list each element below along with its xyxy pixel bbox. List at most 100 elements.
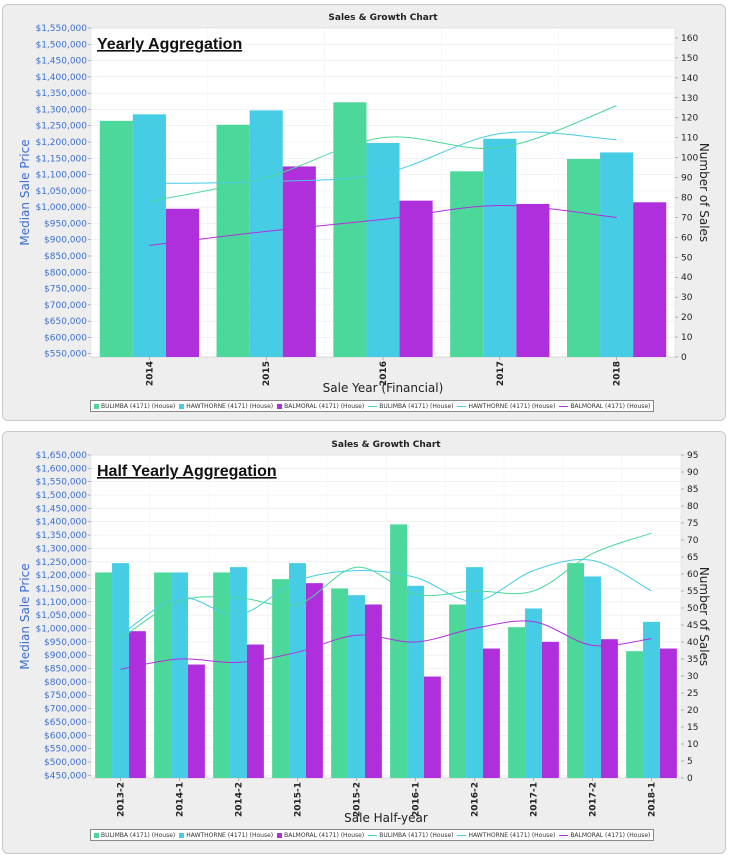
bar	[450, 171, 484, 357]
y2-tick-label: 65	[687, 553, 698, 563]
y2-tick-label: 50	[681, 253, 693, 263]
y2-tick-label: 100	[681, 154, 698, 164]
bar	[659, 648, 677, 778]
bar	[567, 563, 585, 778]
y2-tick-label: 120	[681, 114, 698, 124]
legend-label: BALMORAL (4171) (House)	[570, 831, 651, 839]
bar	[482, 648, 500, 778]
bar	[407, 585, 424, 778]
legend-item: BALMORAL (4171) (House)	[277, 832, 364, 839]
y-tick-label: $1,200,000	[35, 138, 87, 148]
x-tick-label: 2018	[613, 361, 623, 386]
y2-tick-label: 40	[681, 273, 693, 283]
y2-tick-label: 140	[681, 74, 698, 84]
y2-tick-label: 20	[681, 313, 693, 323]
y-tick-label: $1,450,000	[35, 504, 87, 514]
y2-tick-label: 50	[687, 604, 699, 614]
bar	[449, 604, 467, 778]
y-tick-label: $550,000	[44, 745, 87, 755]
bar	[566, 158, 601, 357]
y2-tick-label: 0	[687, 774, 693, 784]
y-tick-label: $1,300,000	[35, 544, 87, 554]
y-tick-label: $1,150,000	[35, 154, 87, 164]
bar	[246, 644, 264, 778]
y2-tick-label: 5	[687, 757, 693, 767]
bar	[305, 583, 323, 778]
legend-item: BALMORAL (4171) (House)	[559, 832, 650, 839]
y-tick-label: $650,000	[44, 317, 87, 327]
y-tick-label: $950,000	[44, 219, 87, 229]
bar	[466, 567, 483, 778]
series-line	[149, 105, 617, 202]
legend-swatch	[368, 405, 378, 407]
bar	[230, 567, 247, 778]
bar	[364, 604, 382, 778]
x-axis-label: Sale Year (Financial)	[323, 381, 444, 395]
x-tick-label: 2013-2	[117, 782, 127, 817]
y2-tick-label: 70	[687, 536, 699, 546]
series-line	[120, 620, 652, 670]
chart-heading: Yearly Aggregation	[97, 36, 242, 53]
y2-tick-label: 95	[687, 451, 698, 461]
x-tick-label: 2017-2	[589, 782, 599, 817]
y2-tick-label: 55	[687, 587, 698, 597]
y2-tick-label: 0	[681, 353, 687, 363]
bar	[600, 152, 634, 357]
x-axis-label: Sale Half-year	[344, 811, 428, 825]
bar	[600, 639, 618, 778]
y-tick-label: $900,000	[44, 236, 87, 246]
x-tick-label: 2018-1	[648, 782, 658, 817]
y-tick-label: $450,000	[44, 771, 87, 781]
yearly-chart-legend: BULIMBA (4171) (House) HAWTHORNE (4171) (…	[90, 400, 655, 412]
y-tick-label: $1,600,000	[35, 464, 87, 474]
y2-tick-label: 35	[687, 655, 698, 665]
x-tick-label: 2017	[496, 361, 506, 386]
bar	[643, 621, 660, 778]
series-line	[120, 532, 652, 640]
legend-label: BULIMBA (4171) (House)	[101, 402, 176, 410]
bar	[348, 595, 365, 778]
legend-item: HAWTHORNE (4171) (House)	[457, 403, 555, 410]
y2-tick-label: 10	[681, 333, 693, 343]
y-tick-label: $1,400,000	[35, 518, 87, 528]
legend-label: HAWTHORNE (4171) (House)	[186, 831, 274, 839]
y-tick-label: $850,000	[44, 665, 87, 675]
y2-tick-label: 30	[687, 672, 699, 682]
y-tick-label: $1,500,000	[35, 491, 87, 501]
bar	[399, 200, 433, 357]
y2-tick-label: 130	[681, 94, 698, 104]
bar	[282, 166, 316, 357]
bar	[626, 651, 644, 778]
y2-tick-label: 40	[687, 638, 699, 648]
y-tick-label: $500,000	[44, 758, 87, 768]
y-tick-label: $1,300,000	[35, 105, 87, 115]
bar	[249, 110, 283, 357]
legend-swatch	[94, 403, 99, 409]
bar	[99, 120, 133, 357]
half-yearly-chart: Sales & Growth Chart $450,000 $500,000 $550…	[18, 440, 711, 825]
y-tick-label: $1,000,000	[35, 203, 87, 213]
half-yearly-chart-panel: Sales & Growth Chart $450,000 $500,000 $550…	[2, 431, 726, 854]
y2-tick-label: 150	[681, 54, 698, 64]
y2-tick-label: 160	[681, 34, 698, 44]
y-tick-label: $950,000	[44, 638, 87, 648]
y2-tick-label: 45	[687, 621, 698, 631]
half-yearly-chart-legend: BULIMBA (4171) (House) HAWTHORNE (4171) (…	[90, 829, 655, 841]
bar	[213, 572, 231, 778]
y2-tick-label: 90	[681, 174, 693, 184]
y-tick-label: $1,650,000	[35, 451, 87, 461]
y2-tick-label: 75	[687, 519, 698, 529]
legend-swatch	[457, 834, 467, 836]
y-tick-label: $1,500,000	[35, 40, 87, 50]
bar	[423, 676, 441, 778]
legend-label: HAWTHORNE (4171) (House)	[186, 402, 274, 410]
bar	[390, 524, 408, 778]
y-tick-label: $700,000	[44, 705, 87, 715]
y-tick-label: $1,050,000	[35, 187, 87, 197]
legend-swatch	[559, 834, 569, 836]
y2-tick-label: 10	[687, 740, 699, 750]
legend-label: HAWTHORNE (4171) (House)	[468, 402, 556, 410]
y2-tick-label: 90	[687, 468, 699, 478]
y2-tick-label: 60	[687, 570, 699, 580]
bar	[525, 608, 542, 778]
